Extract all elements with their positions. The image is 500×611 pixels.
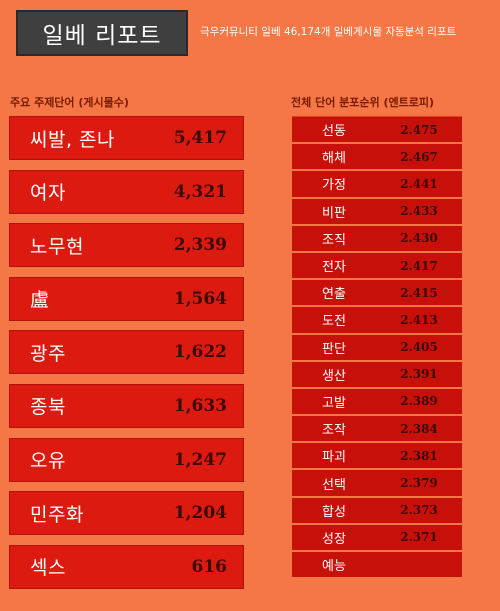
post-count: 2,339	[173, 235, 227, 256]
topic-words-heading: 주요 주제단어 (게시물수)	[10, 96, 129, 109]
topic-word: 오유	[30, 450, 66, 473]
entropy-ranking-heading: 전체 단어 분포순위 (엔트로피)	[291, 96, 434, 109]
entropy-row: 조작 2.384	[292, 416, 462, 444]
report-title: 일베 리포트	[16, 10, 188, 56]
entropy-value: 2.415	[400, 285, 438, 300]
entropy-row: 선동 2.475	[292, 117, 462, 145]
entropy-word: 예능	[322, 559, 346, 575]
entropy-word: 고발	[322, 395, 346, 411]
entropy-row: 전자 2.417	[292, 252, 462, 281]
entropy-word: 파괴	[322, 450, 346, 466]
entropy-row: 판단 2.405	[292, 334, 462, 362]
topic-word-row: 민주화 1,204	[9, 491, 244, 536]
entropy-row: 선택 2.379	[292, 470, 462, 498]
topic-word: 여자	[30, 182, 66, 205]
entropy-row: 성장 2.371	[292, 524, 462, 552]
topic-word: 씨발, 존나	[30, 128, 115, 151]
topic-word: 盧	[30, 289, 50, 312]
topic-word-row: 씨발, 존나 5,417	[9, 116, 244, 160]
entropy-word: 전자	[322, 260, 346, 276]
entropy-row: 가정 2.441	[292, 171, 462, 199]
entropy-row: 생산 2.391	[292, 361, 462, 389]
entropy-value: 2.433	[400, 204, 438, 219]
topic-word: 종북	[30, 396, 66, 419]
post-count: 1,622	[173, 342, 227, 363]
entropy-value: 2.379	[400, 476, 438, 491]
topic-word-row: 섹스 616	[9, 544, 244, 589]
entropy-row: 조직 2.430	[292, 225, 462, 253]
entropy-word: 선동	[322, 124, 346, 140]
entropy-value: 2.405	[400, 340, 438, 355]
topic-words-list: 씨발, 존나 5,417 여자 4,321 노무현 2,339 盧 1,564 광주 1,622 종…	[9, 116, 244, 598]
entropy-word: 도전	[322, 314, 346, 330]
entropy-value: 2.430	[400, 231, 438, 246]
entropy-value: 2.371	[400, 530, 438, 545]
post-count: 1,204	[173, 503, 227, 524]
entropy-word: 가정	[322, 178, 346, 194]
report-subtitle: 극우커뮤니티 일베 46,174개 일베게시물 자동분석 리포트	[200, 26, 457, 38]
post-count: 4,321	[173, 181, 227, 202]
entropy-word: 선택	[322, 477, 346, 493]
entropy-row: 고발 2.389	[292, 388, 462, 417]
entropy-value: 2.413	[400, 312, 438, 327]
topic-word: 광주	[30, 342, 66, 365]
entropy-word: 해체	[322, 151, 346, 167]
topic-word-row: 광주 1,622	[9, 330, 244, 375]
topic-word: 민주화	[30, 503, 84, 526]
entropy-word: 판단	[322, 341, 346, 357]
entropy-row: 파괴 2.381	[292, 443, 462, 471]
post-count: 1,247	[173, 449, 227, 470]
entropy-ranking-list: 선동 2.475 해체 2.467 가정 2.441 비판 2.433 조직 2.430 전자 2.4…	[292, 116, 462, 580]
post-count: 1,633	[173, 395, 227, 416]
entropy-value: 2.373	[400, 503, 438, 518]
entropy-value: 2.467	[400, 149, 438, 164]
entropy-value: 2.441	[400, 176, 438, 191]
entropy-word: 조작	[322, 423, 346, 439]
entropy-value: 2.475	[400, 122, 438, 137]
entropy-row: 해체 2.467	[292, 144, 462, 172]
topic-word-row: 盧 1,564	[9, 276, 244, 321]
entropy-row: 비판 2.433	[292, 198, 462, 226]
entropy-row: 합성 2.373	[292, 497, 462, 525]
entropy-value: 2.417	[400, 258, 438, 273]
topic-word: 섹스	[30, 557, 66, 580]
entropy-value: 2.381	[400, 448, 438, 463]
topic-word-row: 종북 1,633	[9, 383, 244, 428]
entropy-row: 연출 2.415	[292, 280, 462, 308]
post-count: 5,417	[173, 128, 227, 148]
entropy-value: 2.391	[400, 367, 438, 382]
entropy-value: 2.389	[400, 394, 438, 409]
entropy-word: 비판	[322, 205, 346, 221]
topic-word: 노무현	[30, 235, 84, 258]
entropy-word: 조직	[322, 232, 346, 248]
post-count: 1,564	[173, 288, 227, 309]
entropy-row: 도전 2.413	[292, 307, 462, 335]
entropy-value: 2.384	[400, 421, 438, 436]
post-count: 616	[191, 556, 228, 577]
entropy-word: 연출	[322, 287, 346, 303]
entropy-word: 합성	[322, 504, 346, 520]
entropy-word: 생산	[322, 368, 346, 384]
topic-word-row: 노무현 2,339	[9, 223, 244, 268]
entropy-row: 예능	[292, 552, 462, 580]
entropy-word: 성장	[322, 531, 346, 547]
topic-word-row: 오유 1,247	[9, 437, 244, 482]
topic-word-row: 여자 4,321	[9, 169, 244, 214]
